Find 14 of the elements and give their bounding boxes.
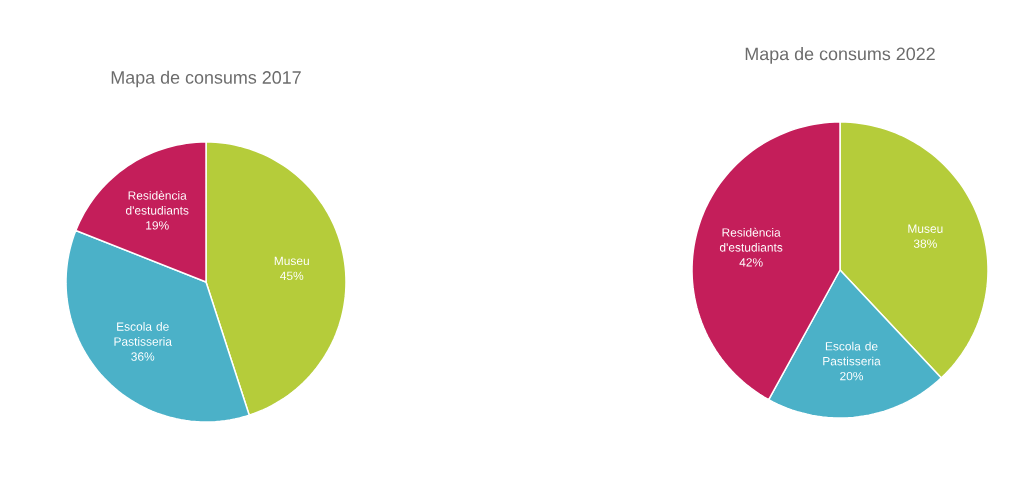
slice-label: Museu [908,224,943,233]
slice-label: Museu [274,256,309,266]
slice-label: Escola de Pastisseria [823,341,881,366]
data-label: 20% [840,371,864,381]
data-label: 36% [131,352,155,361]
slice-label: Residència d'estudiants [719,227,783,252]
slice-label: Escola de Pastisseria [114,322,172,346]
data-label: 38% [913,239,937,248]
chart-title: Mapa de consums 2022 [745,47,935,64]
slice-label: Residència d'estudiants [126,190,189,215]
data-label: 19% [146,221,169,230]
data-label: 42% [739,258,763,267]
data-label: 45% [280,271,304,281]
chart-title: Mapa de consums 2017 [111,70,301,88]
